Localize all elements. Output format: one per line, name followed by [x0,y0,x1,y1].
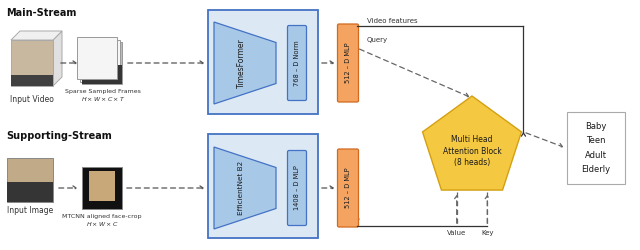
Polygon shape [11,40,53,86]
FancyBboxPatch shape [208,10,318,114]
FancyBboxPatch shape [7,182,53,202]
Text: 512 – D MLP: 512 – D MLP [345,43,351,83]
Polygon shape [214,147,276,229]
FancyBboxPatch shape [287,26,307,101]
Text: 1408 – D MLP: 1408 – D MLP [294,166,300,210]
Polygon shape [11,31,62,40]
FancyBboxPatch shape [89,171,115,200]
FancyBboxPatch shape [77,37,117,79]
Text: Query: Query [367,37,388,43]
FancyBboxPatch shape [287,150,307,226]
Text: Input Image: Input Image [7,206,53,215]
FancyBboxPatch shape [567,112,625,184]
Text: Baby: Baby [586,122,607,131]
Text: Adult: Adult [585,151,607,160]
Text: MTCNN aligned face-crop
$H \times W \times C$: MTCNN aligned face-crop $H \times W \tim… [62,214,141,228]
Polygon shape [53,31,62,86]
FancyBboxPatch shape [208,134,318,238]
Text: 512 – D MLP: 512 – D MLP [345,168,351,208]
Text: Multi Head
Attention Block
(8 heads): Multi Head Attention Block (8 heads) [443,135,501,167]
Polygon shape [422,96,522,190]
Polygon shape [214,22,276,104]
Text: EfficientNet B2: EfficientNet B2 [238,161,244,215]
Text: Sparse Sampled Frames
$H \times W \times C \times T$: Sparse Sampled Frames $H \times W \times… [65,89,141,103]
FancyBboxPatch shape [79,40,120,82]
FancyBboxPatch shape [82,65,122,84]
Polygon shape [11,74,53,86]
Text: Main-Stream: Main-Stream [6,8,76,18]
Text: Value: Value [447,230,467,236]
FancyBboxPatch shape [82,42,122,84]
FancyBboxPatch shape [82,167,122,209]
Text: Key: Key [481,230,493,236]
FancyBboxPatch shape [337,24,358,102]
Text: 768 – D Norm: 768 – D Norm [294,40,300,86]
Text: Teen: Teen [586,136,605,145]
Text: Elderly: Elderly [581,165,611,174]
Text: TimesFormer: TimesFormer [237,38,246,88]
Text: Video features: Video features [367,18,418,24]
FancyBboxPatch shape [7,158,53,202]
FancyBboxPatch shape [337,149,358,227]
Text: Supporting-Stream: Supporting-Stream [6,131,112,141]
Text: Input Video: Input Video [10,95,54,104]
